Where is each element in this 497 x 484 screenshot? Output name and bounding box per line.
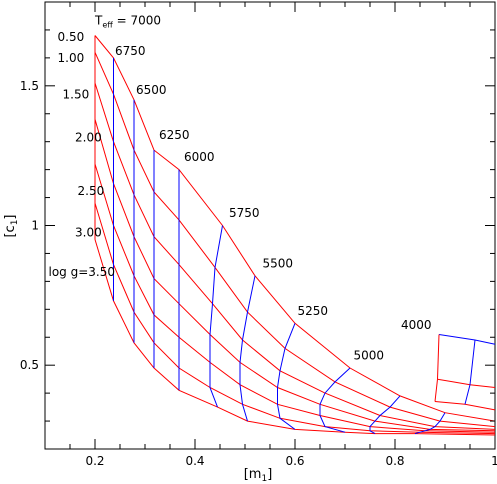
- x-axis-label: [m1]: [244, 467, 273, 484]
- logg-line: [438, 334, 496, 345]
- grid-annotation: 4000: [401, 318, 432, 332]
- logg-line: [94, 202, 496, 435]
- grid-annotation: 5000: [354, 349, 385, 363]
- teff-line: [319, 367, 351, 433]
- x-tick-label: 0.8: [385, 454, 404, 468]
- tick-labels: 0.2 0.4 0.6 0.8 1 0.5 1 1.5: [20, 79, 497, 468]
- grid-annotation: 5250: [298, 304, 329, 318]
- teff-line: [209, 225, 223, 408]
- teff-line: [434, 334, 440, 402]
- grid-annotation: 6750: [115, 44, 146, 58]
- logg-line: [94, 163, 496, 433]
- y-tick-label: 0.5: [20, 358, 39, 372]
- grid-annotation: 0.50: [58, 30, 85, 44]
- y-tick-label: 1: [31, 219, 39, 233]
- teff-line: [277, 323, 296, 430]
- teff-line: [414, 412, 446, 435]
- logg-line: [94, 82, 496, 430]
- grid-annotation: 6000: [184, 150, 215, 164]
- grid-annotation: 5750: [229, 206, 260, 220]
- x-tick-label: 0.2: [85, 454, 104, 468]
- grid-annotation: 2.00: [75, 131, 102, 145]
- annotations: 0.50 1.00 1.50 2.00 2.50 3.00 log g=3.50 Teff =…: [49, 13, 432, 362]
- teff-line: [464, 339, 476, 405]
- teff-line: [239, 275, 256, 422]
- grid-lines: [94, 35, 496, 436]
- logg-line: [94, 35, 496, 422]
- grid-annotation: Teff = 7000: [94, 13, 161, 29]
- teff-line: [369, 395, 401, 435]
- grid-annotation: 6500: [136, 83, 167, 97]
- grid-annotation: 6250: [159, 128, 190, 142]
- logg-line: [94, 239, 496, 436]
- logg-line: [437, 378, 496, 388]
- y-axis-label: [c1]: [3, 214, 20, 237]
- axis-ticks: [44, 1, 496, 449]
- x-tick-label: 0.6: [285, 454, 304, 468]
- grid-annotation: 5500: [263, 256, 294, 270]
- grid-annotation: log g=3.50: [49, 265, 116, 279]
- logg-line: [94, 52, 496, 428]
- grid-annotation: 3.00: [75, 226, 102, 240]
- y-tick-label: 1.5: [20, 79, 39, 93]
- logg-line: [94, 119, 496, 432]
- grid-annotation: 2.50: [78, 184, 105, 198]
- grid-annotation: 1.50: [63, 87, 90, 101]
- x-tick-label: 0.4: [185, 454, 204, 468]
- x-tick-label: 1: [491, 454, 497, 468]
- grid-annotation: 1.00: [58, 51, 85, 65]
